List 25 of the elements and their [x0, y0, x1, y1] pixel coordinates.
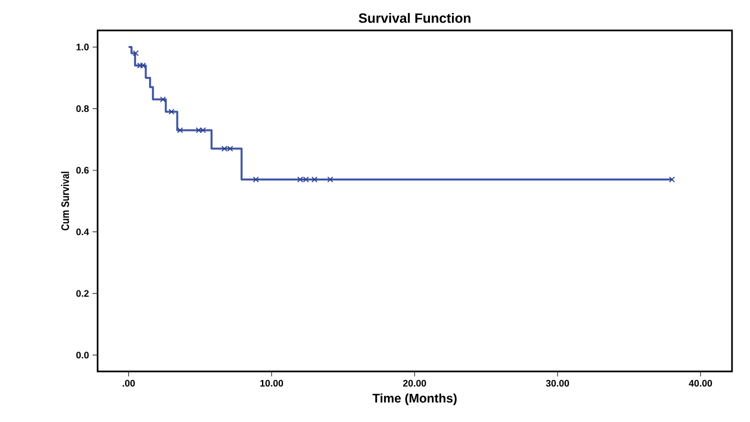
y-axis-title: Cum Survival [61, 172, 70, 230]
point [160, 96, 166, 102]
point [196, 127, 202, 134]
point [137, 62, 144, 68]
x-tick-label: 30.00 [546, 380, 570, 387]
point [140, 62, 146, 68]
y-tick-label: 1.0 [76, 44, 89, 50]
point [327, 176, 334, 182]
point [252, 176, 259, 182]
y-tick-label: 0.6 [76, 166, 89, 174]
y-tick-label: 0.8 [76, 105, 89, 112]
x-tick-label: .00 [122, 380, 135, 387]
x-tick-label: 10.00 [260, 380, 284, 387]
point [168, 108, 174, 115]
x-axis-title: Time (Months) [372, 393, 457, 406]
point [312, 176, 318, 182]
point [668, 176, 675, 182]
x-tick-label: 40.00 [688, 380, 712, 387]
x-tick-label: 20.00 [403, 380, 426, 387]
y-tick-label: 0.4 [76, 228, 90, 236]
y-tick-label: 0.0 [76, 352, 89, 358]
point [177, 127, 184, 134]
y-tick-label: 0.2 [76, 290, 89, 297]
chart-title: Survival Function [358, 13, 470, 23]
point [132, 50, 139, 56]
